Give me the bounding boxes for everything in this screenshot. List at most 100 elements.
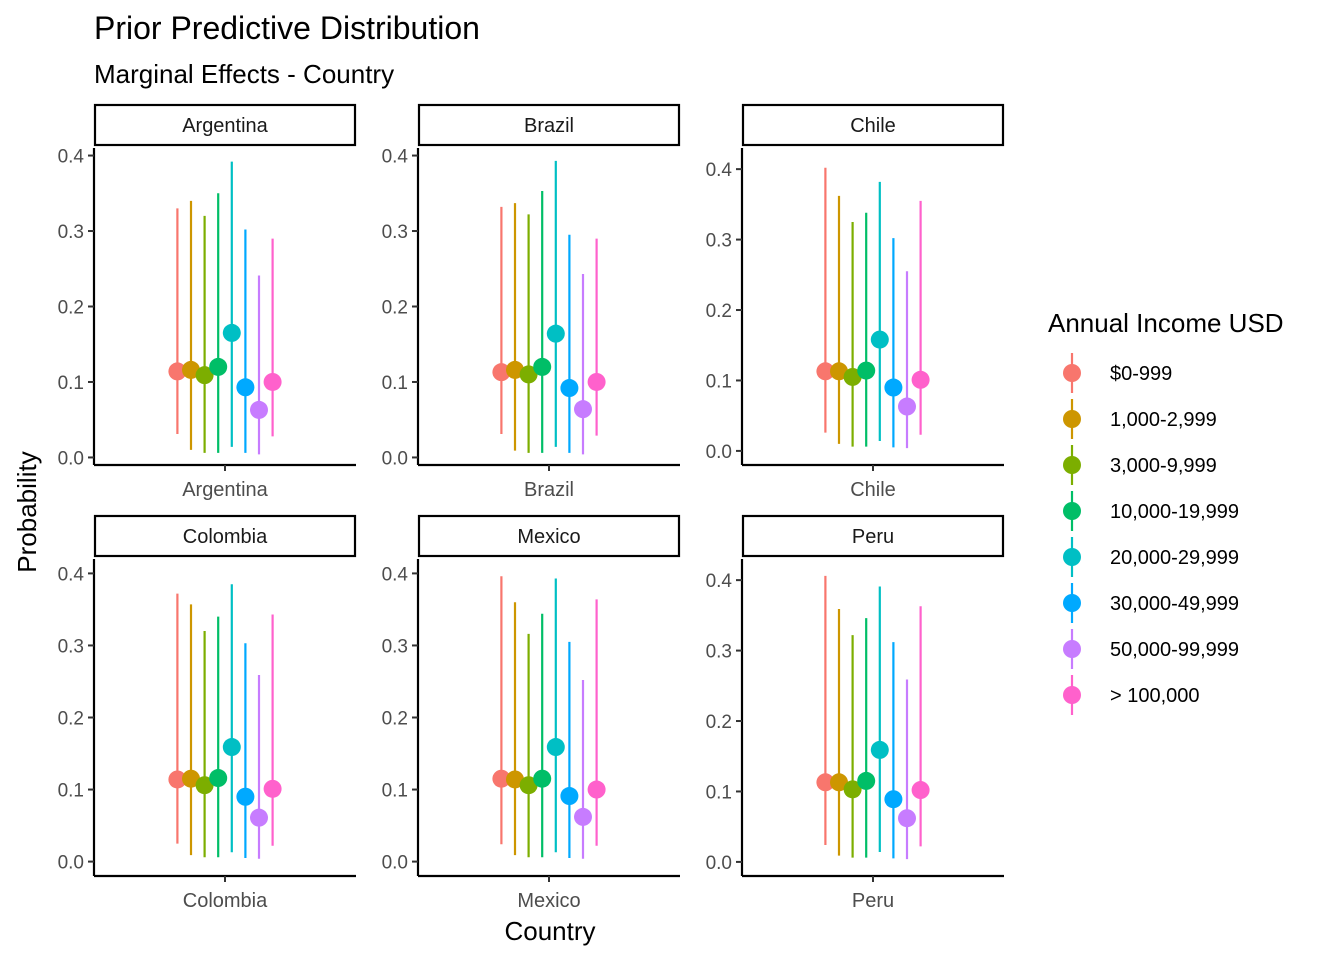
estimate-point: [492, 769, 511, 788]
estimate-point: [830, 362, 848, 381]
pointrange-10-000-19-999: [209, 193, 228, 453]
legend-label: > 100,000: [1110, 685, 1200, 707]
facet-strip: [741, 103, 1005, 147]
estimate-point: [587, 372, 606, 391]
pointrange-0-999: [492, 206, 511, 435]
pointrange-50-000-99-999: [898, 679, 916, 860]
estimate-point: [195, 366, 214, 385]
y-tick-label: 0.0: [706, 853, 732, 874]
legend-item-0-999: $0-999: [1063, 353, 1172, 393]
pointrange-3-000-9-999: [195, 215, 214, 453]
y-tick-label: 0.3: [58, 636, 84, 657]
facet-strip-label: Peru: [852, 526, 894, 548]
chart-subtitle: Marginal Effects - Country: [94, 59, 394, 89]
estimate-point: [519, 776, 538, 795]
legend-label: $0-999: [1110, 363, 1172, 385]
y-tick-label: 0.0: [706, 442, 732, 463]
facet-argentina: Argentina 0.0 0.1 0.2 0.3 0.4 Argentina: [58, 103, 357, 501]
y-tick-label: 0.3: [706, 642, 732, 663]
y-tick-label: 0.0: [382, 853, 408, 874]
pointrange-100-000: [587, 599, 606, 846]
estimate-point: [506, 360, 524, 379]
pointrange-0-999: [492, 576, 511, 845]
y-tick-label: 0.4: [382, 564, 409, 585]
pointrange-0-999: [816, 575, 835, 846]
legend: Annual Income USD $0-999 1,000-2,999 3,000…: [1048, 308, 1284, 715]
y-tick-label: 0.3: [382, 636, 408, 657]
pointrange-1-000-2-999: [182, 604, 200, 856]
x-tick-label: Brazil: [524, 479, 574, 501]
estimate-point: [911, 781, 930, 800]
pointrange-10-000-19-999: [209, 616, 228, 858]
y-tick-label: 0.2: [382, 709, 408, 730]
legend-item-50-000-99-999: 50,000-99,999: [1063, 629, 1239, 669]
pointrange-100-000: [911, 606, 930, 847]
estimate-point: [168, 770, 187, 789]
pointrange-1-000-2-999: [506, 602, 524, 856]
pointrange-10-000-19-999: [857, 212, 876, 447]
estimate-point: [222, 323, 241, 342]
legend-item-100-000: > 100,000: [1063, 675, 1200, 715]
legend-key-point: [1063, 456, 1081, 474]
y-tick-label: 0.1: [706, 371, 732, 392]
y-tick-label: 0.4: [706, 160, 733, 181]
y-tick-label: 0.3: [382, 222, 408, 243]
estimate-point: [830, 773, 848, 792]
facet-peru: Peru 0.0 0.1 0.2 0.3 0.4 Peru: [706, 514, 1005, 912]
pointrange-50-000-99-999: [898, 271, 916, 449]
estimate-point: [911, 370, 930, 389]
estimate-point: [587, 780, 606, 799]
y-tick-label: 0.2: [706, 301, 732, 322]
y-tick-label: 0.3: [706, 231, 732, 252]
y-tick-label: 0.1: [382, 373, 408, 394]
facet-strip-label: Mexico: [517, 526, 580, 548]
facet-strip-label: Brazil: [524, 115, 574, 137]
pointrange-10-000-19-999: [533, 191, 552, 453]
y-tick-label: 0.1: [58, 373, 84, 394]
estimate-point: [816, 773, 835, 792]
y-tick-label: 0.2: [382, 298, 408, 319]
pointrange-3-000-9-999: [195, 631, 214, 858]
pointrange-30-000-49-999: [884, 238, 903, 448]
y-tick-label: 0.1: [706, 782, 732, 803]
y-tick-label: 0.1: [58, 781, 84, 802]
x-axis-title: Country: [504, 916, 595, 946]
pointrange-30-000-49-999: [560, 641, 579, 858]
pointrange-20-000-29-999: [870, 586, 889, 853]
estimate-point: [236, 787, 255, 806]
pointrange-3-000-9-999: [843, 221, 862, 447]
pointrange-50-000-99-999: [250, 674, 268, 859]
estimate-point: [560, 787, 579, 806]
pointrange-3-000-9-999: [519, 633, 538, 858]
pointrange-1-000-2-999: [830, 609, 848, 856]
pointrange-30-000-49-999: [236, 229, 255, 453]
legend-title: Annual Income USD: [1048, 308, 1284, 338]
legend-label: 1,000-2,999: [1110, 409, 1217, 431]
legend-key-point: [1063, 640, 1081, 658]
y-tick-label: 0.1: [382, 781, 408, 802]
pointrange-3-000-9-999: [519, 214, 538, 453]
estimate-point: [492, 363, 511, 382]
x-tick-label: Colombia: [183, 890, 268, 912]
estimate-point: [870, 740, 889, 759]
pointrange-30-000-49-999: [884, 642, 903, 859]
pointrange-20-000-29-999: [546, 160, 565, 447]
legend-items: $0-999 1,000-2,999 3,000-9,999 10,000-19,99…: [1063, 353, 1239, 715]
estimate-point: [236, 378, 255, 397]
estimate-point: [843, 367, 862, 386]
pointrange-10-000-19-999: [857, 618, 876, 858]
estimate-point: [870, 330, 889, 349]
pointrange-100-000: [263, 238, 282, 437]
facet-strip-label: Argentina: [182, 115, 268, 137]
x-tick-label: Argentina: [182, 479, 268, 501]
y-tick-label: 0.2: [58, 298, 84, 319]
estimate-point: [533, 357, 552, 376]
y-tick-label: 0.0: [58, 448, 84, 469]
estimate-point: [506, 770, 524, 789]
legend-label: 3,000-9,999: [1110, 455, 1217, 477]
chart-title: Prior Predictive Distribution: [94, 10, 480, 46]
estimate-point: [546, 738, 565, 757]
legend-label: 30,000-49,999: [1110, 593, 1239, 615]
facet-chile: Chile 0.0 0.1 0.2 0.3 0.4 Chile: [706, 103, 1005, 501]
